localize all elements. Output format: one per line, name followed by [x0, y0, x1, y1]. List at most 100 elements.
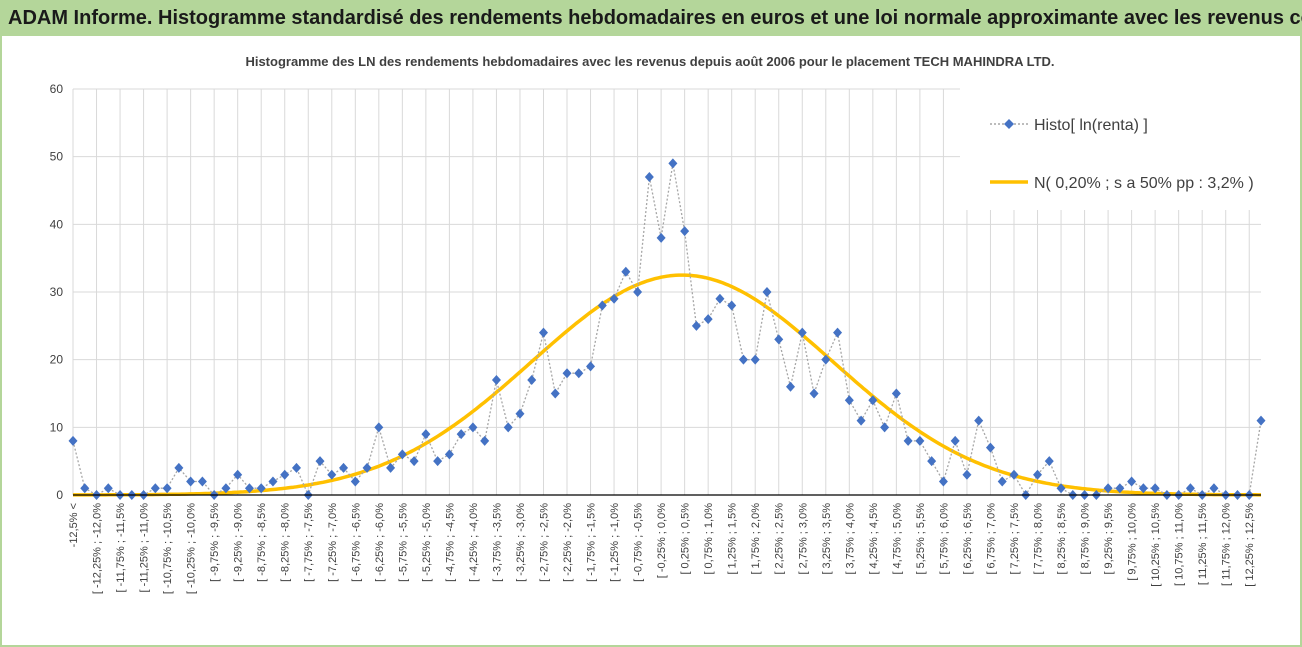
histo-point [938, 476, 948, 487]
x-tick-label: [ -5,25% ; -5,0% [421, 503, 433, 582]
histo-point [1209, 483, 1219, 494]
x-tick-label: [ 3,25% ; 3,5% [821, 503, 833, 575]
histo-point [103, 483, 113, 494]
y-tick-label: 10 [50, 420, 64, 434]
histo-point [339, 462, 349, 473]
x-tick-label: [ 10,75% ; 11,0% [1174, 503, 1186, 586]
x-tick-label: [ -9,75% ; -9,5% [209, 503, 221, 582]
histo-point [291, 462, 301, 473]
x-tick-label: [ 11,75% ; 12,0% [1221, 503, 1233, 586]
histo-point [456, 429, 466, 440]
histo-point [550, 388, 560, 399]
histo-point [256, 483, 266, 494]
histo-point [197, 476, 207, 487]
x-tick-label: [ -10,25% ; -10,0% [186, 503, 198, 594]
x-tick-label: [ 5,75% ; 6,0% [938, 503, 950, 575]
histo-point [985, 442, 995, 453]
chart-svg: Histogramme des LN des rendements hebdom… [50, 54, 1290, 594]
y-tick-label: 40 [50, 217, 64, 231]
histo-point [386, 462, 396, 473]
histo-point [997, 476, 1007, 487]
histo-point [280, 469, 290, 480]
histo-point [727, 300, 737, 311]
histo-point [538, 327, 548, 338]
histo-point [668, 158, 678, 169]
y-tick-label: 50 [50, 150, 64, 164]
histo-point [950, 435, 960, 446]
y-tick-label: 60 [50, 82, 64, 96]
histo-point [574, 368, 584, 379]
histo-point [468, 422, 478, 433]
x-tick-label: [ 7,25% ; 7,5% [1009, 503, 1021, 575]
histo-point [409, 456, 419, 467]
normal-curve [73, 273, 1261, 497]
x-tick-label: [ 11,25% ; 11,5% [1197, 503, 1209, 585]
x-tick-label: [ -4,25% ; -4,0% [468, 503, 480, 582]
legend-histo-marker [1004, 119, 1014, 129]
normal-curve-layer [73, 273, 1261, 497]
histo-point [797, 327, 807, 338]
x-tick-label: [ -11,25% ; -11,0% [139, 503, 151, 593]
x-tick-label: [ -3,75% ; -3,5% [491, 503, 503, 582]
x-tick-label: [ -6,25% ; -6,0% [374, 503, 386, 582]
x-tick-label: [ -10,75% ; -10,5% [162, 503, 174, 594]
report-header: ADAM Informe. Histogramme standardisé de… [0, 0, 1302, 36]
histo-point [515, 408, 525, 419]
histo-point [503, 422, 513, 433]
histo-point [703, 314, 713, 325]
histo-point [444, 449, 454, 460]
histo-point [680, 226, 690, 237]
histo-point [809, 388, 819, 399]
histo-point [362, 462, 372, 473]
histo-point [162, 483, 172, 494]
histo-point [174, 462, 184, 473]
x-tick-label: [ 5,25% ; 5,5% [915, 503, 927, 575]
x-tick-label: [ 7,75% ; 8,0% [1033, 503, 1045, 575]
x-tick-label: [ -1,25% ; -1,0% [609, 503, 621, 582]
x-tick-label: [ -0,75% ; -0,5% [633, 503, 645, 582]
histo-point [833, 327, 843, 338]
histo-point [315, 456, 325, 467]
x-tick-label: [ 3,75% ; 4,0% [844, 503, 856, 575]
histo-point [186, 476, 196, 487]
histo-point [891, 388, 901, 399]
histo-point [268, 476, 278, 487]
x-tick-label: -12,5% < [68, 503, 80, 547]
x-tick-label: [ -3,25% ; -3,0% [515, 503, 527, 582]
histo-point [1009, 469, 1019, 480]
x-tick-label: [ -2,25% ; -2,0% [562, 503, 574, 582]
histogram-series-layer [68, 158, 1266, 500]
legend-background [960, 88, 1290, 210]
x-tick-label: [ 0,75% ; 1,0% [703, 503, 715, 575]
histo-point [915, 435, 925, 446]
histo-point [974, 415, 984, 426]
histo-point [621, 266, 631, 277]
histo-point [644, 171, 654, 182]
y-axis-ticks: 0 10 20 30 40 50 60 [50, 82, 64, 502]
histo-point [609, 293, 619, 304]
chart-container: Histogramme des LN des rendements hebdom… [0, 36, 1302, 647]
x-tick-label: [ 1,25% ; 1,5% [727, 503, 739, 575]
histo-point [844, 395, 854, 406]
chart-title: Histogramme des LN des rendements hebdom… [245, 54, 1054, 69]
histo-point [738, 354, 748, 365]
x-tick-label: [ -11,75% ; -11,5% [115, 503, 127, 593]
histo-point [1138, 483, 1148, 494]
x-tick-label: [ 0,25% ; 0,5% [680, 503, 692, 575]
x-tick-label: [ -7,75% ; -7,5% [303, 503, 315, 582]
histo-point [491, 374, 501, 385]
histo-point [903, 435, 913, 446]
histo-point [633, 287, 643, 297]
histo-point [715, 293, 725, 304]
histo-point [774, 334, 784, 345]
histo-point [433, 456, 443, 467]
histo-point [962, 469, 972, 480]
histo-point [927, 456, 937, 467]
x-axis-ticks: -12,5% < [ -12,25% ; -12,0% [ -11,75% ; -1… [68, 503, 1256, 594]
x-tick-label: [ -0,25% ; 0,0% [656, 503, 668, 578]
histo-point [762, 287, 772, 297]
histo-point [244, 483, 254, 494]
x-tick-label: [ 2,25% ; 2,5% [774, 503, 786, 575]
x-tick-label: [ 1,75% ; 2,0% [750, 503, 762, 575]
histo-point [1033, 469, 1043, 480]
